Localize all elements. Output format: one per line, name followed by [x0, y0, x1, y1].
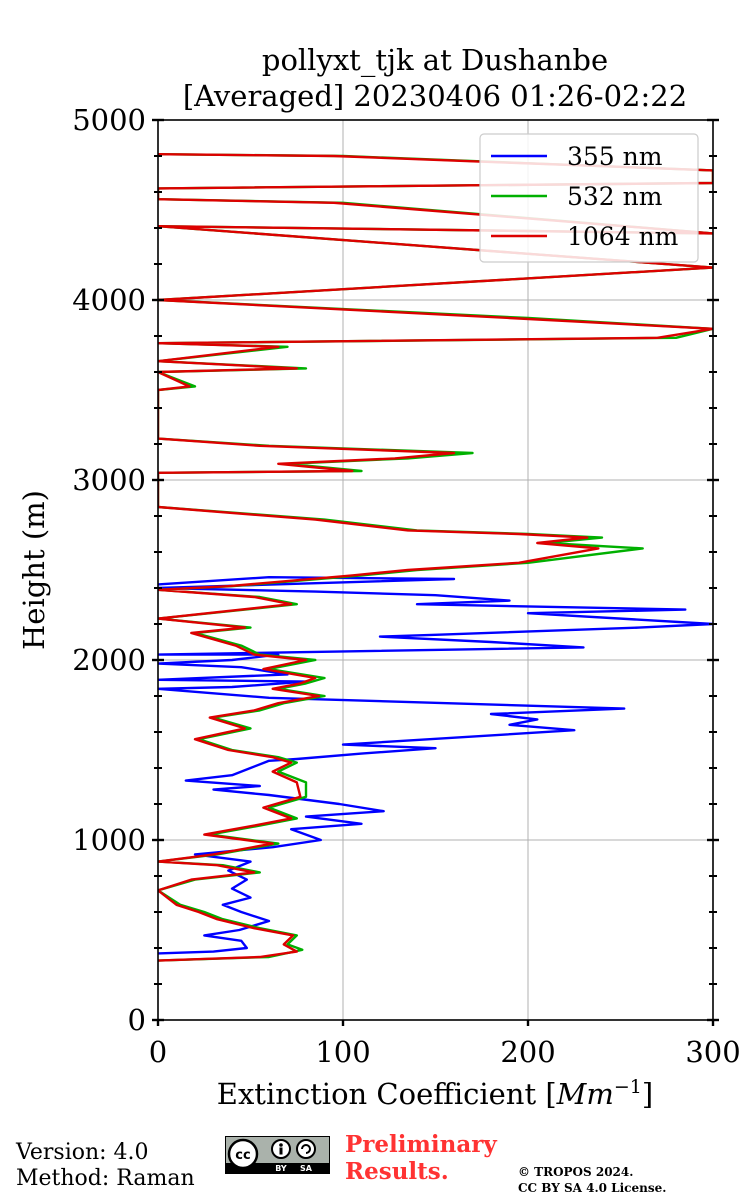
cc-license-icon: cc BY SA [225, 1136, 330, 1174]
license-label: CC BY SA 4.0 License. [518, 1181, 667, 1195]
legend-label: 532 nm [567, 182, 663, 211]
y-tick-label: 3000 [72, 463, 146, 497]
y-tick-label: 5000 [72, 103, 146, 137]
results-label: Results. [345, 1158, 449, 1185]
method-label: Method: Raman [16, 1166, 195, 1191]
chart: pollyxt_tjk at Dushanbe [Averaged] 20230… [17, 43, 741, 1111]
plot-frame [157, 119, 714, 1021]
series-line-1064-nm [158, 153, 713, 962]
legend-label: 1064 nm [567, 222, 679, 251]
x-tick-label: 200 [500, 1035, 555, 1069]
chart-title-line1: pollyxt_tjk at Dushanbe [262, 43, 608, 78]
svg-text:SA: SA [300, 1164, 313, 1173]
copyright-label: © TROPOS 2024. [518, 1165, 634, 1179]
legend: 355 nm 532 nm 1064 nm [479, 133, 699, 263]
svg-text:cc: cc [235, 1148, 250, 1163]
svg-text:BY: BY [275, 1164, 287, 1173]
preliminary-label: Preliminary [345, 1131, 497, 1158]
x-tick-label: 0 [149, 1035, 167, 1069]
y-tick-label: 0 [128, 1003, 146, 1037]
version-label: Version: 4.0 [16, 1140, 149, 1165]
y-tick-label: 1000 [72, 823, 146, 857]
y-tick-label: 4000 [72, 283, 146, 317]
legend-label: 355 nm [567, 142, 663, 171]
axis-ticks [152, 118, 719, 1026]
x-axis-label: Extinction Coefficient [Mm−1] [217, 1076, 653, 1111]
y-tick-label: 2000 [72, 643, 146, 677]
plot-series [158, 153, 713, 962]
legend-box [479, 133, 699, 263]
series-line-355-nm [158, 576, 713, 955]
x-tick-label: 300 [685, 1035, 740, 1069]
tick-labels: 0 1000 2000 3000 4000 5000 0 100 200 300 [72, 103, 740, 1069]
chart-title-line2: [Averaged] 20230406 01:26-02:22 [183, 79, 687, 113]
x-tick-label: 100 [315, 1035, 370, 1069]
y-axis-label: Height (m) [17, 490, 51, 650]
